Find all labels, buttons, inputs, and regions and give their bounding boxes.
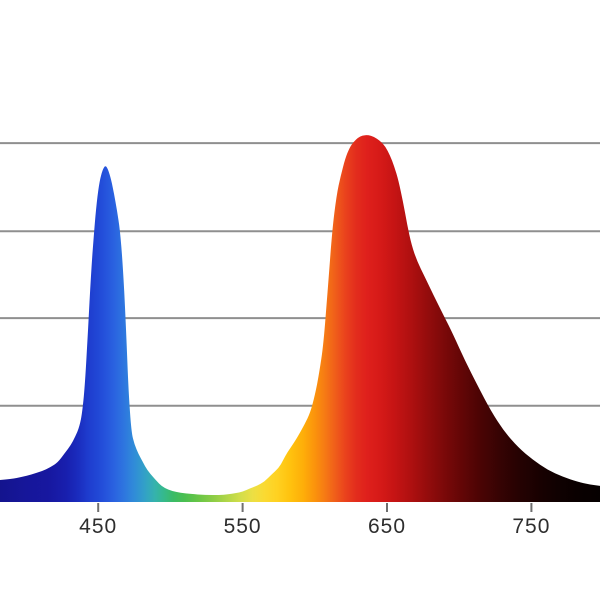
- x-axis-ticks-group: [97, 503, 533, 512]
- x-axis-tick-label: 550: [224, 515, 262, 538]
- x-axis-tick-label: 450: [79, 515, 117, 538]
- x-axis-tick-label: 750: [512, 515, 550, 538]
- x-axis-tick-label: 650: [368, 515, 406, 538]
- x-axis-labels-group: 450 550 650 750: [79, 515, 550, 538]
- spectrum-area: [0, 135, 600, 502]
